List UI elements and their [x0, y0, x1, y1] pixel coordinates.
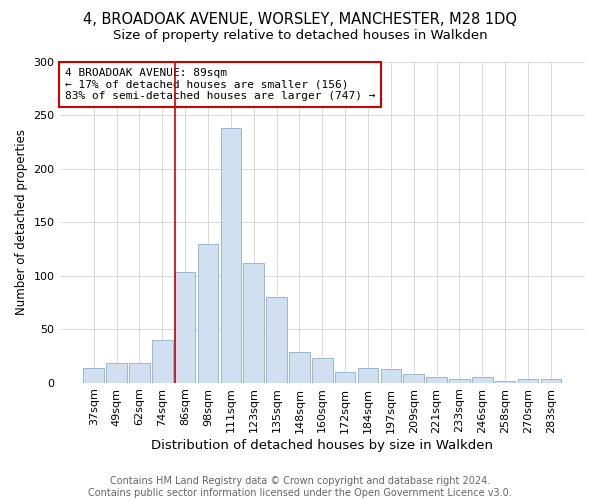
Bar [221, 128, 241, 382]
Bar [175, 272, 196, 382]
Text: 4, BROADOAK AVENUE, WORSLEY, MANCHESTER, M28 1DQ: 4, BROADOAK AVENUE, WORSLEY, MANCHESTER,… [83, 12, 517, 28]
Bar [198, 244, 218, 382]
Text: Contains HM Land Registry data © Crown copyright and database right 2024.
Contai: Contains HM Land Registry data © Crown c… [88, 476, 512, 498]
Bar [403, 374, 424, 382]
Bar [380, 369, 401, 382]
Bar [449, 380, 470, 382]
Bar [129, 364, 150, 382]
Bar [289, 352, 310, 382]
Text: Size of property relative to detached houses in Walkden: Size of property relative to detached ho… [113, 29, 487, 42]
Bar [152, 340, 173, 382]
Bar [106, 364, 127, 382]
Bar [472, 378, 493, 382]
Y-axis label: Number of detached properties: Number of detached properties [15, 129, 28, 315]
Bar [266, 297, 287, 382]
Bar [426, 378, 447, 382]
Bar [83, 368, 104, 382]
Bar [541, 380, 561, 382]
X-axis label: Distribution of detached houses by size in Walkden: Distribution of detached houses by size … [151, 440, 493, 452]
Bar [358, 368, 378, 382]
Bar [244, 263, 264, 382]
Text: 4 BROADOAK AVENUE: 89sqm
← 17% of detached houses are smaller (156)
83% of semi-: 4 BROADOAK AVENUE: 89sqm ← 17% of detach… [65, 68, 375, 101]
Bar [518, 380, 538, 382]
Bar [312, 358, 332, 382]
Bar [335, 372, 355, 382]
Bar [495, 380, 515, 382]
